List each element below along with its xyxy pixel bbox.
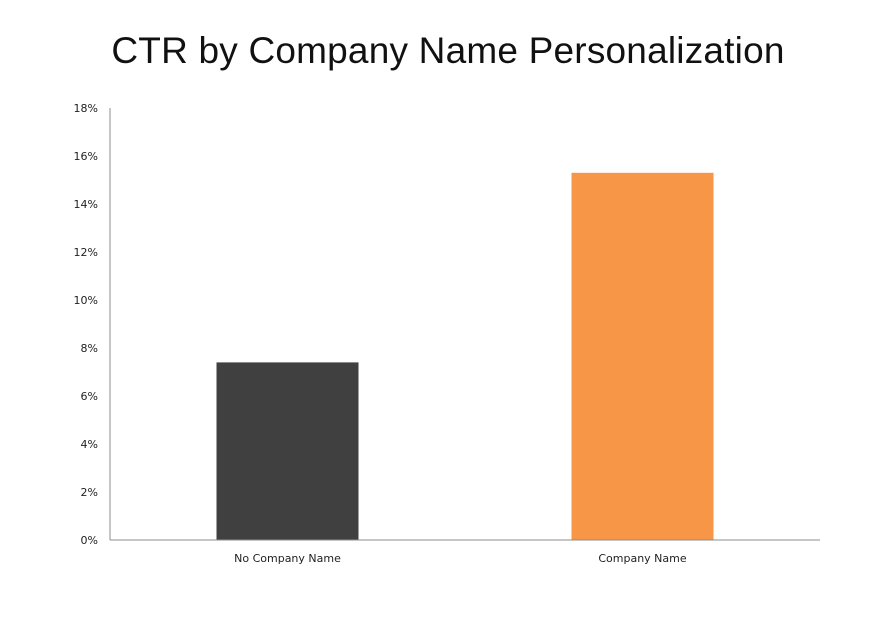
y-tick-label: 10% bbox=[74, 294, 98, 307]
y-tick-label: 14% bbox=[74, 198, 98, 211]
bar-company-name bbox=[571, 172, 714, 541]
bars bbox=[216, 172, 714, 541]
y-tick-label: 18% bbox=[74, 102, 98, 115]
y-tick-label: 2% bbox=[81, 486, 98, 499]
x-category-label: Company Name bbox=[598, 552, 687, 565]
x-category-label: No Company Name bbox=[234, 552, 341, 565]
y-axis-ticks: 0% 2% 4% 6% 8% 10% 12% 14% 16% 18% bbox=[74, 102, 98, 547]
y-tick-label: 6% bbox=[81, 390, 98, 403]
bar-no-company-name bbox=[216, 362, 359, 540]
y-tick-label: 16% bbox=[74, 150, 98, 163]
y-tick-label: 8% bbox=[81, 342, 98, 355]
y-tick-label: 4% bbox=[81, 438, 98, 451]
chart-title: CTR by Company Name Personalization bbox=[111, 30, 785, 71]
y-tick-label: 12% bbox=[74, 246, 98, 259]
y-tick-label: 0% bbox=[81, 534, 98, 547]
x-axis-labels: No Company Name Company Name bbox=[234, 552, 687, 565]
